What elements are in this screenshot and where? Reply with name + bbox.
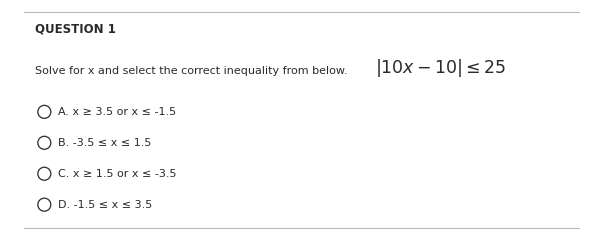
Text: D. -1.5 ≤ x ≤ 3.5: D. -1.5 ≤ x ≤ 3.5 [58,200,152,210]
Text: A. x ≥ 3.5 or x ≤ -1.5: A. x ≥ 3.5 or x ≤ -1.5 [58,107,176,117]
Text: Solve for x and select the correct inequality from below.: Solve for x and select the correct inequ… [35,66,348,76]
Text: C. x ≥ 1.5 or x ≤ -3.5: C. x ≥ 1.5 or x ≤ -3.5 [58,169,177,179]
Text: QUESTION 1: QUESTION 1 [35,22,116,35]
Text: $|10x - 10| \leq 25$: $|10x - 10| \leq 25$ [375,57,506,79]
Text: B. -3.5 ≤ x ≤ 1.5: B. -3.5 ≤ x ≤ 1.5 [58,138,151,148]
